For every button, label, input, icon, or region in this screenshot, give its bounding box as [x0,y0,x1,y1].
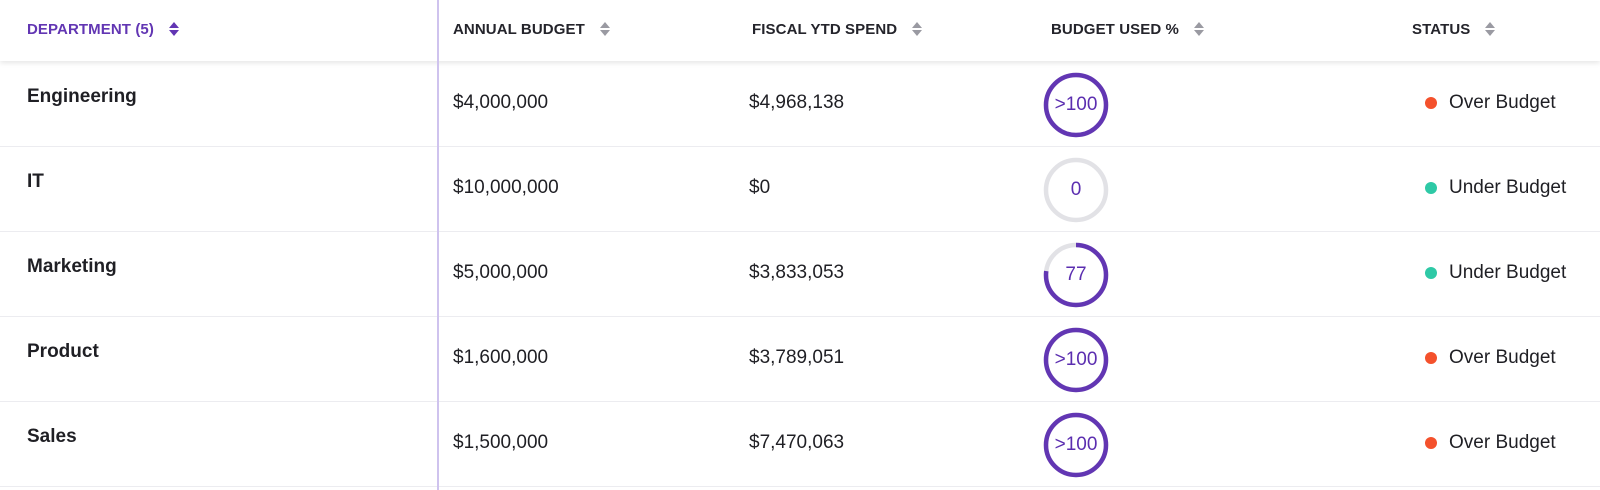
table-row[interactable]: Marketing $5,000,000 $3,833,053 77 Under… [0,232,1600,317]
status-badge: Over Budget [1425,92,1556,114]
fiscal-ytd-spend-cell: $0 [749,177,771,198]
table-row[interactable]: IT $10,000,000 $0 0 Under Budget [0,147,1600,232]
budget-used-value: >100 [1054,434,1098,455]
table-row[interactable]: Product $1,600,000 $3,789,051 >100 Over … [0,317,1600,402]
status-label: Under Budget [1449,177,1567,198]
department-cell: IT [27,171,44,192]
department-cell: Engineering [27,86,137,107]
table-row[interactable]: Sales $1,500,000 $7,470,063 >100 Over Bu… [0,402,1600,487]
gauge-track [1043,157,1109,223]
gauge-progress [1043,72,1109,138]
status-dot [1425,352,1437,364]
budget-used-gauge: >100 [1043,327,1109,393]
department-cell: Product [27,341,99,362]
department-cell: Sales [27,426,77,447]
column-header-budget-used-pct[interactable]: BUDGET USED % [1051,0,1205,58]
gauge-progress [1043,412,1109,478]
fiscal-ytd-spend-cell: $4,968,138 [749,92,845,113]
column-header-budget-used-pct-label: BUDGET USED % [1051,20,1179,38]
column-divider[interactable] [437,0,439,490]
fiscal-ytd-spend-cell: $3,789,051 [749,347,845,368]
budget-used-gauge: 77 [1043,242,1109,308]
column-header-fiscal-ytd-spend[interactable]: FISCAL YTD SPEND [752,0,923,58]
status-label: Over Budget [1449,347,1556,368]
column-header-department-label: DEPARTMENT (5) [27,20,154,38]
sort-icon[interactable] [1193,21,1205,37]
status-dot [1425,182,1437,194]
annual-budget-cell: $1,600,000 [453,347,549,368]
table-row[interactable]: Engineering $4,000,000 $4,968,138 >100 O… [0,62,1600,147]
column-header-fiscal-ytd-spend-label: FISCAL YTD SPEND [752,20,898,38]
gauge-progress [1043,242,1109,308]
budget-used-value: 0 [1070,179,1082,200]
column-header-annual-budget-label: ANNUAL BUDGET [453,20,585,38]
status-badge: Under Budget [1425,177,1566,199]
sort-icon[interactable] [168,21,180,37]
column-header-department[interactable]: DEPARTMENT (5) [27,0,180,58]
column-header-status-label: STATUS [1412,20,1471,38]
department-cell: Marketing [27,256,117,277]
fiscal-ytd-spend-cell: $3,833,053 [749,262,845,283]
status-badge: Over Budget [1425,347,1556,369]
budget-used-value: >100 [1054,94,1098,115]
annual-budget-cell: $10,000,000 [453,177,559,198]
sort-icon[interactable] [1484,21,1496,37]
status-label: Over Budget [1449,92,1556,113]
column-header-status[interactable]: STATUS [1412,0,1496,58]
annual-budget-cell: $5,000,000 [453,262,549,283]
budget-used-gauge: 0 [1043,157,1109,223]
sort-icon[interactable] [599,21,611,37]
column-header-annual-budget[interactable]: ANNUAL BUDGET [453,0,611,58]
status-badge: Under Budget [1425,262,1566,284]
status-label: Over Budget [1449,432,1556,453]
annual-budget-cell: $1,500,000 [453,432,549,453]
status-dot [1425,97,1437,109]
status-label: Under Budget [1449,262,1567,283]
budget-used-value: >100 [1054,349,1098,370]
budget-used-gauge: >100 [1043,72,1109,138]
sort-icon[interactable] [911,21,923,37]
budget-used-value: 77 [1065,264,1087,285]
gauge-progress [1043,327,1109,393]
table-header: DEPARTMENT (5) ANNUAL BUDGET FISCAL YTD … [0,0,1600,61]
status-dot [1425,267,1437,279]
fiscal-ytd-spend-cell: $7,470,063 [749,432,845,453]
status-dot [1425,437,1437,449]
budget-used-gauge: >100 [1043,412,1109,478]
annual-budget-cell: $4,000,000 [453,92,549,113]
status-badge: Over Budget [1425,432,1556,454]
